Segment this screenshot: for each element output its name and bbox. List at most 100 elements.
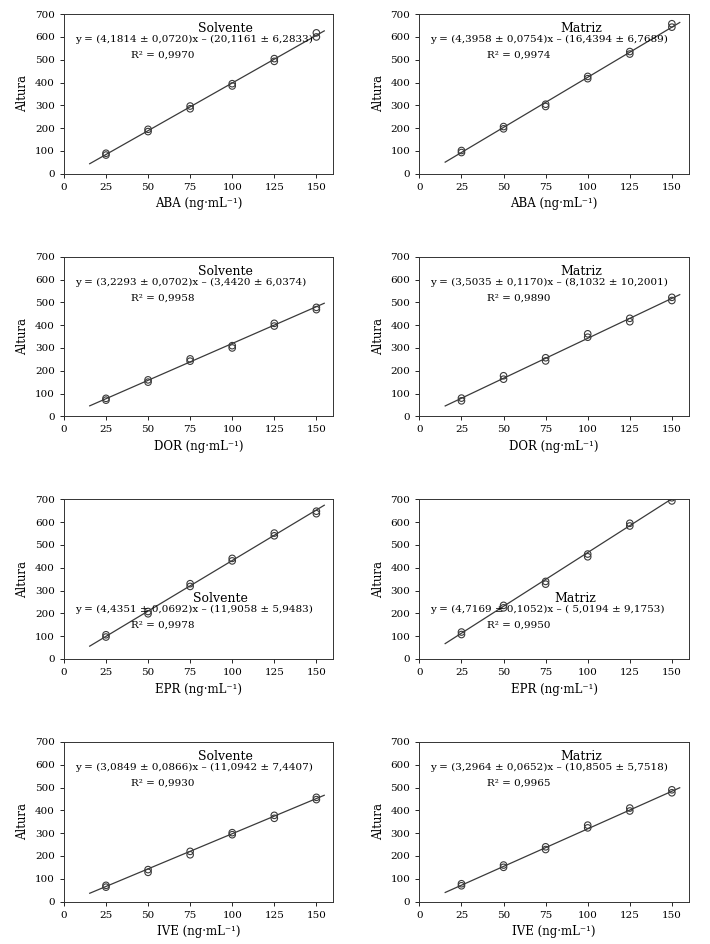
Point <box>624 803 635 818</box>
Point <box>498 368 509 383</box>
Point <box>311 792 322 807</box>
Point <box>582 329 594 345</box>
Point <box>185 844 196 859</box>
Point <box>498 857 509 872</box>
Point <box>456 394 467 409</box>
Point <box>666 785 677 801</box>
Point <box>226 76 238 92</box>
Point <box>143 606 154 621</box>
X-axis label: EPR (ng·mL⁻¹): EPR (ng·mL⁻¹) <box>155 683 242 696</box>
Y-axis label: Altura: Altura <box>372 803 385 840</box>
Y-axis label: Altura: Altura <box>16 561 29 598</box>
Point <box>311 504 322 519</box>
Text: y = (4,3958 ± 0,0754)x – (16,4394 ± 6,7689): y = (4,3958 ± 0,0754)x – (16,4394 ± 6,76… <box>430 35 668 44</box>
Point <box>456 143 467 158</box>
Point <box>624 314 635 329</box>
Point <box>311 25 322 41</box>
X-axis label: DOR (ng·mL⁻¹): DOR (ng·mL⁻¹) <box>509 440 599 453</box>
Point <box>456 878 467 893</box>
Point <box>185 354 196 369</box>
Text: Matriz: Matriz <box>555 592 596 605</box>
Point <box>185 98 196 113</box>
X-axis label: IVE (ng·mL⁻¹): IVE (ng·mL⁻¹) <box>157 925 240 938</box>
Text: Solvente: Solvente <box>198 750 253 763</box>
Point <box>540 842 551 857</box>
Text: R² = 0,9958: R² = 0,9958 <box>131 294 195 302</box>
Point <box>582 547 594 562</box>
Point <box>540 99 551 114</box>
X-axis label: ABA (ng·mL⁻¹): ABA (ng·mL⁻¹) <box>155 197 242 211</box>
Point <box>582 71 594 86</box>
Point <box>100 147 111 162</box>
Point <box>226 827 238 842</box>
Point <box>100 878 111 893</box>
Y-axis label: Altura: Altura <box>16 803 29 840</box>
Point <box>100 145 111 160</box>
Point <box>226 553 238 568</box>
Point <box>268 54 280 69</box>
Text: y = (4,7169 ± 0,1052)x – ( 5,0194 ± 9,1753): y = (4,7169 ± 0,1052)x – ( 5,0194 ± 9,17… <box>430 605 665 614</box>
Point <box>582 327 594 342</box>
Point <box>498 121 509 136</box>
Point <box>456 627 467 642</box>
Point <box>143 865 154 880</box>
Point <box>268 529 280 544</box>
Point <box>100 393 111 408</box>
Point <box>311 506 322 521</box>
Point <box>666 20 677 35</box>
X-axis label: IVE (ng·mL⁻¹): IVE (ng·mL⁻¹) <box>513 925 596 938</box>
Text: Matriz: Matriz <box>560 750 602 763</box>
Point <box>185 579 196 594</box>
Point <box>498 860 509 875</box>
Point <box>268 318 280 333</box>
Point <box>540 350 551 365</box>
Point <box>226 78 238 93</box>
Point <box>540 574 551 589</box>
Text: Matriz: Matriz <box>560 264 602 278</box>
X-axis label: EPR (ng·mL⁻¹): EPR (ng·mL⁻¹) <box>510 683 598 696</box>
Text: R² = 0,9930: R² = 0,9930 <box>131 779 195 787</box>
Point <box>311 300 322 315</box>
Point <box>498 598 509 613</box>
Point <box>185 576 196 591</box>
Point <box>624 311 635 326</box>
Point <box>498 372 509 387</box>
Point <box>666 783 677 798</box>
Point <box>311 302 322 317</box>
Text: y = (3,5035 ± 0,1170)x – (8,1032 ± 10,2001): y = (3,5035 ± 0,1170)x – (8,1032 ± 10,20… <box>430 278 668 287</box>
Point <box>268 316 280 331</box>
Point <box>268 526 280 541</box>
Point <box>311 790 322 805</box>
Point <box>624 518 635 533</box>
Point <box>185 351 196 366</box>
Point <box>666 494 677 509</box>
Text: y = (4,1814 ± 0,0720)x – (20,1161 ± 6,2833): y = (4,1814 ± 0,0720)x – (20,1161 ± 6,28… <box>75 35 312 44</box>
Text: R² = 0,9965: R² = 0,9965 <box>487 779 550 787</box>
Point <box>268 51 280 66</box>
Point <box>666 490 677 505</box>
Text: R² = 0,9950: R² = 0,9950 <box>487 620 550 630</box>
Point <box>100 630 111 645</box>
Point <box>540 577 551 592</box>
Text: R² = 0,9890: R² = 0,9890 <box>487 294 550 302</box>
Text: y = (3,0849 ± 0,0866)x – (11,0942 ± 7,4407): y = (3,0849 ± 0,0866)x – (11,0942 ± 7,44… <box>75 763 312 772</box>
Text: R² = 0,9974: R² = 0,9974 <box>487 51 550 59</box>
Text: R² = 0,9970: R² = 0,9970 <box>131 51 195 59</box>
Y-axis label: Altura: Altura <box>372 76 385 112</box>
Point <box>100 880 111 895</box>
Point <box>143 604 154 619</box>
Point <box>540 839 551 854</box>
X-axis label: DOR (ng·mL⁻¹): DOR (ng·mL⁻¹) <box>154 440 244 453</box>
Text: Solvente: Solvente <box>198 264 253 278</box>
Text: R² = 0,9978: R² = 0,9978 <box>131 620 195 630</box>
Text: Solvente: Solvente <box>192 592 248 605</box>
Point <box>185 101 196 116</box>
Point <box>226 341 238 356</box>
Point <box>666 16 677 31</box>
Point <box>185 847 196 862</box>
Point <box>268 808 280 823</box>
Text: Matriz: Matriz <box>560 22 602 35</box>
Point <box>624 515 635 531</box>
Point <box>100 391 111 406</box>
Point <box>143 122 154 137</box>
